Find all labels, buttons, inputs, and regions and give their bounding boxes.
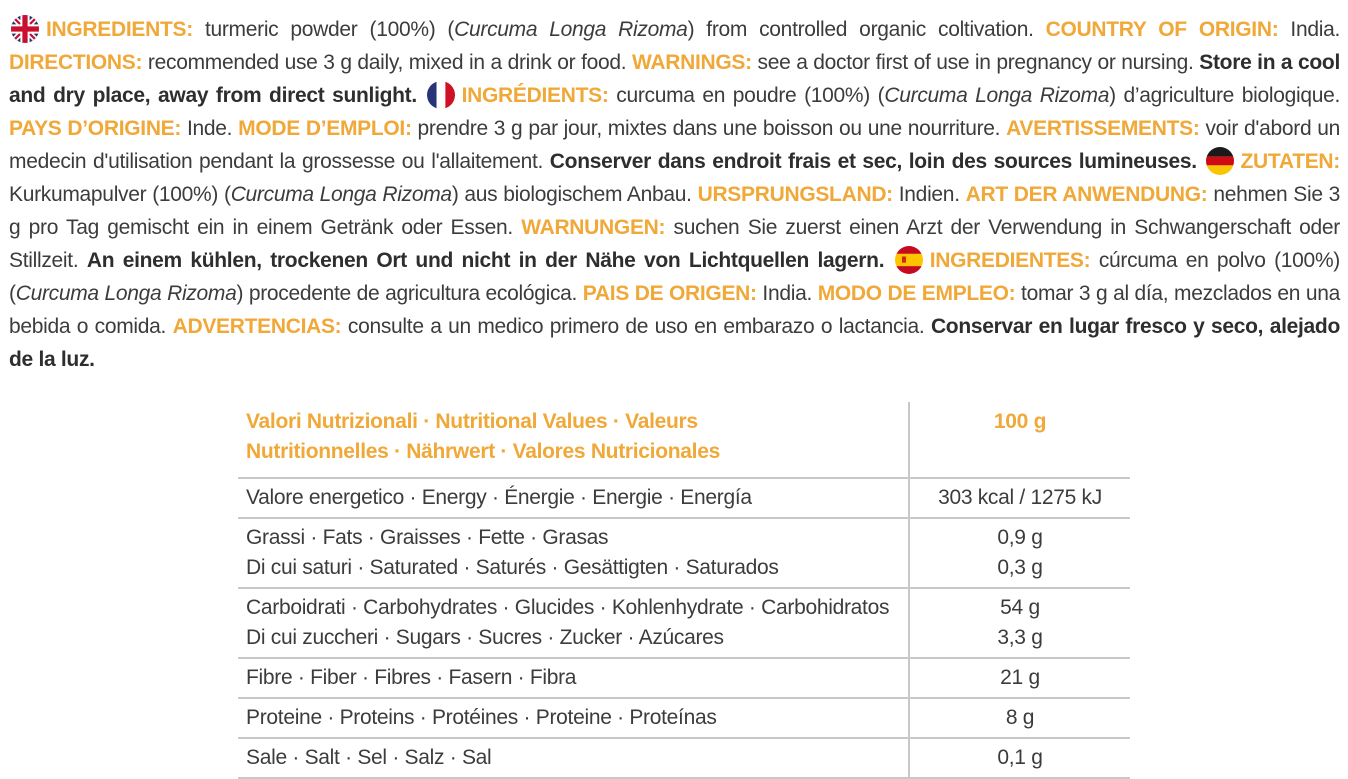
body-text xyxy=(884,249,892,272)
section-keyword: AVERTISSEMENTS: xyxy=(1006,117,1200,140)
spain-flag-icon xyxy=(894,246,923,274)
row-value: 21 g xyxy=(1000,666,1040,689)
table-row-fiber: Fibre · Fiber · Fibres · Fasern · Fibra … xyxy=(238,659,1130,699)
section-keyword: MODO DE EMPLEO: xyxy=(817,282,1016,305)
section-keyword: WARNUNGEN: xyxy=(521,216,666,239)
section-keyword: INGREDIENTES: xyxy=(929,249,1091,272)
row-value: 303 kcal / 1275 kJ xyxy=(938,486,1102,509)
body-text: consulte a un medico primero de uso en e… xyxy=(341,315,931,338)
storage-note: Conservar en lugar fresco y seco, alejad… xyxy=(9,315,1340,371)
body-text: ) d’agriculture biologique. xyxy=(1109,84,1340,107)
latin-name: Curcuma Longa Rizoma xyxy=(454,18,688,41)
body-text: suchen Sie zuerst einen Arzt der Verwend… xyxy=(9,216,1340,272)
table-row-carbohydrates: Carboidrati · Carbohydrates · Glucides ·… xyxy=(238,589,1130,659)
row-subvalue: 3,3 g xyxy=(997,626,1043,649)
row-value: 0,9 g xyxy=(997,526,1043,549)
ingredients-paragraph: INGREDIENTS: turmeric powder (100%) (Cur… xyxy=(0,0,1348,376)
body-text: India. xyxy=(1278,18,1340,41)
row-sublabel: Di cui saturi · Saturated · Saturés · Ge… xyxy=(246,556,779,579)
storage-note: Conserver dans endroit frais et sec, loi… xyxy=(549,150,1197,173)
table-header-row: Valori Nutrizionali · Nutritional Values… xyxy=(238,402,1130,479)
row-label: Proteine · Proteins · Protéines · Protei… xyxy=(246,706,717,729)
body-text: cúrcuma en polvo (100%) ( xyxy=(9,249,1341,305)
body-text: turmeric powder (100%) ( xyxy=(192,18,455,41)
section-keyword: DIRECTIONS: xyxy=(9,51,143,74)
body-text: ) aus biologischem Anbau. xyxy=(451,183,698,206)
section-keyword: PAYS D’ORIGINE: xyxy=(9,117,182,140)
section-keyword: ART DER ANWENDUNG: xyxy=(965,183,1208,206)
section-keyword: MODE D’EMPLOI: xyxy=(238,117,412,140)
body-text: ) procedente de agricultura ecológica. xyxy=(236,282,583,305)
body-text: Indien. xyxy=(892,183,966,206)
storage-note: An einem kühlen, trockenen Ort und nicht… xyxy=(86,249,885,272)
body-text: tomar 3 g al día, mezclados en una bebid… xyxy=(9,282,1340,338)
germany-flag-icon xyxy=(1205,147,1234,175)
body-text: curcuma en poudre (100%) ( xyxy=(608,84,885,107)
table-row-fats: Grassi · Fats · Graisses · Fette · Grasa… xyxy=(238,519,1130,589)
row-sublabel: Di cui zuccheri · Sugars · Sucres · Zuck… xyxy=(246,626,724,649)
row-subvalue: 0,3 g xyxy=(997,556,1043,579)
body-text: nehmen Sie 3 g pro Tag gemischt ein in e… xyxy=(9,183,1340,239)
body-text: Kurkumapulver (100%) ( xyxy=(9,183,231,206)
table-header-label: Valori Nutrizionali · Nutritional Values… xyxy=(246,410,720,463)
section-keyword: INGRÉDIENTS: xyxy=(461,84,609,107)
table-row-proteins: Proteine · Proteins · Protéines · Protei… xyxy=(238,699,1130,739)
table-row-energy: Valore energetico · Energy · Énergie · E… xyxy=(238,479,1130,519)
nutrition-table: Valori Nutrizionali · Nutritional Values… xyxy=(238,402,1130,779)
row-label: Grassi · Fats · Graisses · Fette · Grasa… xyxy=(246,526,609,549)
france-flag-icon xyxy=(426,81,455,109)
section-keyword: INGREDIENTS: xyxy=(46,18,193,41)
body-text: India. xyxy=(756,282,818,305)
storage-note: Store in a cool and dry place, away from… xyxy=(9,51,1340,107)
row-value: 8 g xyxy=(1005,706,1035,729)
body-text: Inde. xyxy=(181,117,239,140)
table-header-amount: 100 g xyxy=(908,402,1130,477)
body-text: ) from controlled organic coltivation. xyxy=(687,18,1046,41)
latin-name: Curcuma Longa Rizoma xyxy=(15,282,237,305)
body-text xyxy=(417,84,425,107)
section-keyword: PAIS DE ORIGEN: xyxy=(582,282,757,305)
body-text: prendre 3 g par jour, mixtes dans une bo… xyxy=(411,117,1007,140)
uk-flag-icon xyxy=(11,15,39,43)
section-keyword: URSPRUNGSLAND: xyxy=(697,183,894,206)
row-label: Sale · Salt · Sel · Salz · Sal xyxy=(246,746,492,769)
section-keyword: WARNINGS: xyxy=(632,51,752,74)
body-text: recommended use 3 g daily, mixed in a dr… xyxy=(142,51,633,74)
row-label: Carboidrati · Carbohydrates · Glucides ·… xyxy=(246,596,890,619)
section-keyword: ADVERTENCIAS: xyxy=(172,315,342,338)
section-keyword: COUNTRY OF ORIGIN: xyxy=(1045,18,1279,41)
section-keyword: ZUTATEN: xyxy=(1240,150,1341,173)
body-text xyxy=(1197,150,1204,173)
latin-name: Curcuma Longa Rizoma xyxy=(884,84,1110,107)
row-label: Fibre · Fiber · Fibres · Fasern · Fibra xyxy=(246,666,577,689)
row-label: Valore energetico · Energy · Énergie · E… xyxy=(246,486,752,509)
body-text: see a doctor first of use in pregnancy o… xyxy=(751,51,1200,74)
row-value: 0,1 g xyxy=(997,746,1043,769)
row-value: 54 g xyxy=(1000,596,1040,619)
body-text: voir d'abord un medecin d'utilisation pe… xyxy=(9,117,1340,173)
latin-name: Curcuma Longa Rizoma xyxy=(230,183,452,206)
table-row-salt: Sale · Salt · Sel · Salz · Sal 0,1 g xyxy=(238,739,1130,779)
